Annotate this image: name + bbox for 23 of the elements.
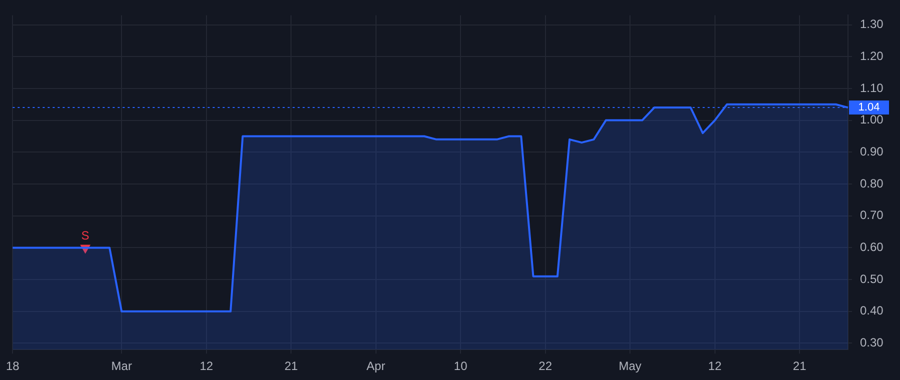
y-tick-label: 1.20 <box>860 48 884 63</box>
y-tick-label: 1.00 <box>860 112 884 127</box>
y-tick-label: 1.30 <box>860 17 884 32</box>
x-tick-label: Mar <box>111 359 132 374</box>
y-tick-label: 0.60 <box>860 240 884 254</box>
x-tick-label: 12 <box>200 359 214 374</box>
y-tick-label: 0.30 <box>860 336 884 350</box>
x-tick-label: 12 <box>708 359 722 374</box>
y-tick-label: 0.70 <box>860 208 884 222</box>
y-tick-label: 1.10 <box>860 80 884 95</box>
x-tick-label: Apr <box>366 359 386 374</box>
x-tick-label: 21 <box>792 359 807 374</box>
ref-line-label: 1.04 <box>858 102 880 114</box>
x-tick-label: 22 <box>538 359 552 374</box>
y-tick-label: 0.50 <box>860 272 884 286</box>
x-tick-label: 18 <box>6 359 20 374</box>
series-label: S <box>81 228 90 243</box>
x-tick-label: May <box>618 359 642 374</box>
y-tick-label: 0.80 <box>860 176 884 190</box>
y-tick-label: 0.90 <box>860 144 884 158</box>
x-tick-label: 10 <box>454 359 468 374</box>
y-tick-label: 0.40 <box>860 304 884 318</box>
x-tick-label: 21 <box>284 359 298 374</box>
